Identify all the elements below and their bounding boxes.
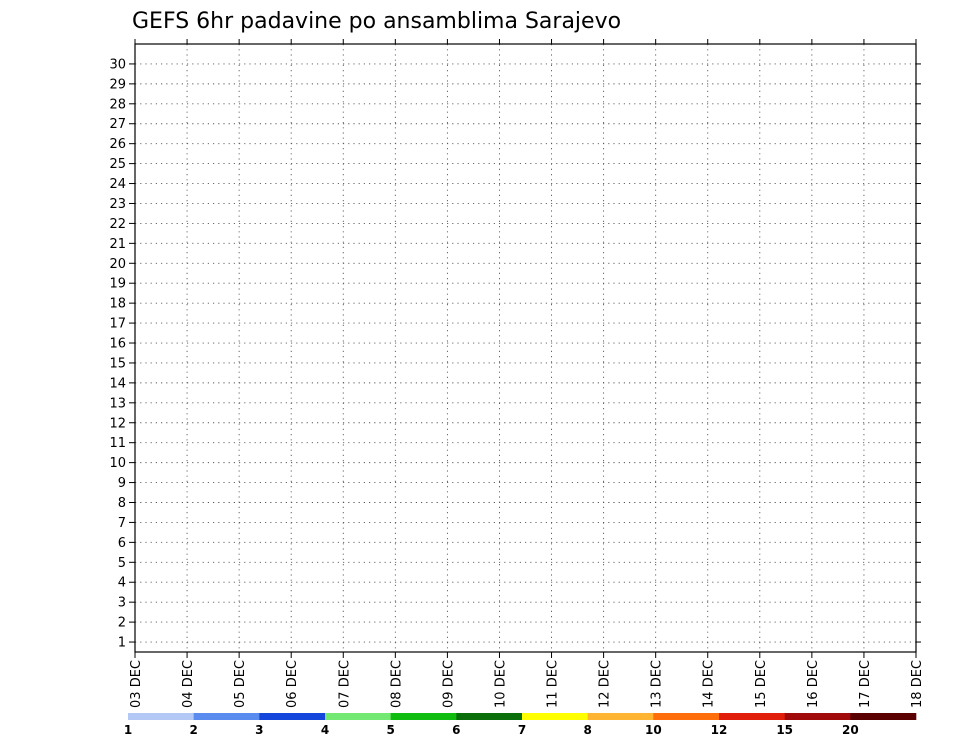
x-tick-label: 08 DEC (389, 660, 404, 708)
y-tick-label: 9 (118, 476, 126, 491)
legend-label: 5 (386, 723, 394, 737)
x-tick-label: 06 DEC (285, 660, 300, 708)
x-tick-label: 18 DEC (910, 660, 925, 708)
legend-swatch (456, 713, 523, 720)
y-tick-label: 16 (109, 337, 126, 352)
y-tick-label: 12 (109, 416, 126, 431)
legend-label: 8 (583, 723, 591, 737)
y-tick-label: 30 (109, 57, 126, 72)
legend-label: 12 (711, 723, 728, 737)
legend-swatch (259, 713, 326, 720)
legend-swatch (587, 713, 654, 720)
legend-label: 4 (321, 723, 329, 737)
y-tick-label: 25 (109, 157, 126, 172)
x-tick-label: 15 DEC (754, 660, 769, 708)
y-tick-label: 27 (109, 117, 126, 132)
x-tick-label: 03 DEC (129, 660, 144, 708)
y-tick-label: 11 (109, 436, 126, 451)
legend-swatch (390, 713, 457, 720)
y-tick-label: 20 (109, 257, 126, 272)
legend-swatch (193, 713, 260, 720)
x-tick-label: 12 DEC (598, 660, 613, 708)
legend: 1 2 3 4 5 6 7 8 10 12 15 20 (124, 713, 917, 737)
y-tick-label: 21 (109, 237, 126, 252)
y-tick-label: 19 (109, 277, 126, 292)
y-tick-label: 8 (118, 496, 126, 511)
y-tick-label: 10 (109, 456, 126, 471)
x-axis: 03 DEC 04 DEC 05 DEC 06 DEC 07 DEC 08 DEC 09 D… (129, 39, 925, 708)
legend-swatch (325, 713, 391, 720)
legend-label: 7 (518, 723, 526, 737)
y-tick-label: 6 (118, 536, 126, 551)
legend-swatch (653, 713, 720, 720)
x-tick-label: 10 DEC (493, 660, 508, 708)
legend-swatch (850, 713, 917, 720)
plot-frame (134, 43, 917, 653)
x-tick-label: 11 DEC (546, 660, 561, 708)
legend-swatch (719, 713, 785, 720)
y-tick-label: 18 (109, 297, 126, 312)
x-tick-label: 05 DEC (233, 660, 248, 708)
y-tick-label: 4 (118, 576, 126, 591)
grid-layer (134, 44, 917, 652)
y-tick-label: 14 (109, 376, 126, 391)
legend-swatch (522, 713, 588, 720)
x-tick-label: 04 DEC (181, 660, 196, 708)
y-tick-label: 15 (109, 356, 126, 371)
y-tick-label: 22 (109, 217, 126, 232)
legend-label: 3 (255, 723, 263, 737)
chart-title: GEFS 6hr padavine po ansamblima Sarajevo (132, 9, 621, 34)
y-tick-label: 1 (118, 636, 126, 651)
x-tick-label: 14 DEC (702, 660, 717, 708)
y-tick-label: 17 (109, 317, 126, 332)
legend-label: 2 (189, 723, 197, 737)
y-tick-label: 5 (118, 556, 126, 571)
x-tick-label: 16 DEC (806, 660, 821, 708)
y-tick-label: 7 (118, 516, 126, 531)
y-tick-label: 13 (109, 396, 126, 411)
legend-swatch (784, 713, 851, 720)
legend-label: 20 (842, 723, 859, 737)
legend-label: 15 (776, 723, 793, 737)
x-tick-label: 09 DEC (441, 660, 456, 708)
y-tick-label: 28 (109, 97, 126, 112)
legend-label: 6 (452, 723, 460, 737)
y-tick-label: 26 (109, 137, 126, 152)
y-tick-label: 3 (118, 596, 126, 611)
y-tick-label: 2 (118, 616, 126, 631)
y-tick-label: 29 (109, 77, 126, 92)
legend-label: 1 (124, 723, 132, 737)
y-tick-label: 24 (109, 177, 126, 192)
x-tick-label: 17 DEC (858, 660, 873, 708)
y-axis: 1234567891011121314151617181920212223242… (109, 57, 921, 651)
x-tick-label: 07 DEC (337, 660, 352, 708)
legend-swatch (128, 713, 194, 720)
y-tick-label: 23 (109, 197, 126, 212)
legend-label: 10 (645, 723, 662, 737)
x-tick-label: 13 DEC (650, 660, 665, 708)
